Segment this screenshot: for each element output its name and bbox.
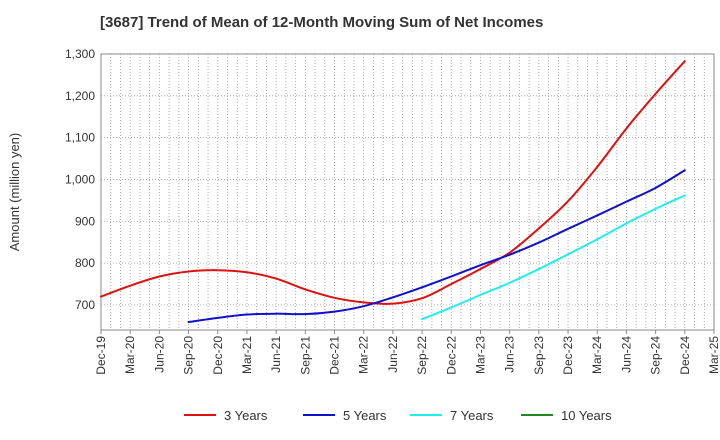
x-tick-label: Jun-23 (503, 336, 517, 373)
legend-label-10-years: 10 Years (561, 408, 612, 423)
x-tick-label: Jun-22 (386, 336, 400, 373)
y-tick-label: 1,100 (65, 131, 95, 145)
x-tick-label: Dec-19 (94, 336, 108, 375)
x-tick-label: Dec-22 (444, 336, 458, 375)
x-tick-label: Sep-23 (532, 336, 546, 375)
legend: 3 Years 5 Years 7 Years 10 Years (184, 408, 612, 423)
legend-label-3-years: 3 Years (224, 408, 268, 423)
series-lines (100, 60, 686, 324)
y-tick-label: 1,200 (65, 89, 95, 103)
y-tick-label: 1,300 (65, 47, 95, 61)
x-tick-label: Dec-20 (211, 336, 225, 375)
y-tick-label: 900 (75, 214, 95, 228)
x-tick-label: Mar-21 (240, 336, 254, 374)
x-tick-label: Jun-21 (269, 336, 283, 373)
y-tick-label: 800 (75, 256, 95, 270)
x-tick-label: Dec-23 (561, 336, 575, 375)
x-tick-label: Mar-20 (123, 336, 137, 374)
x-tick-label: Jun-20 (152, 336, 166, 373)
plot-background (101, 54, 714, 330)
x-tick-label: Sep-21 (298, 336, 312, 375)
x-tick-label: Sep-22 (415, 336, 429, 375)
x-tick-label: Sep-20 (182, 336, 196, 375)
x-tick-label: Mar-22 (357, 336, 371, 374)
x-tick-label: Mar-25 (707, 336, 720, 374)
x-tick-label: Jun-24 (619, 336, 633, 373)
x-tick-label: Mar-23 (473, 336, 487, 374)
series-line-5-years (187, 169, 686, 324)
y-tick-label: 1,000 (65, 172, 95, 186)
y-axis-ticks: 700 800 900 1,000 1,100 1,200 1,300 (65, 47, 95, 312)
series-line-7-years (421, 194, 686, 321)
x-tick-label: Dec-24 (678, 336, 692, 375)
plot-frame (100, 53, 715, 331)
x-tick-label: Sep-24 (649, 336, 663, 375)
x-tick-label: Mar-24 (590, 336, 604, 374)
legend-label-5-years: 5 Years (343, 408, 387, 423)
chart-title: [3687] Trend of Mean of 12-Month Moving … (100, 14, 544, 31)
legend-label-7-years: 7 Years (450, 408, 494, 423)
x-axis-ticks: Dec-19 Mar-20 Jun-20 Sep-20 Dec-20 Mar-21 Jun-… (94, 330, 720, 375)
y-tick-label: 700 (75, 298, 95, 312)
x-tick-label: Dec-21 (328, 336, 342, 375)
y-axis-title: Amount (million yen) (7, 133, 22, 252)
series-line-3-years (100, 60, 686, 305)
